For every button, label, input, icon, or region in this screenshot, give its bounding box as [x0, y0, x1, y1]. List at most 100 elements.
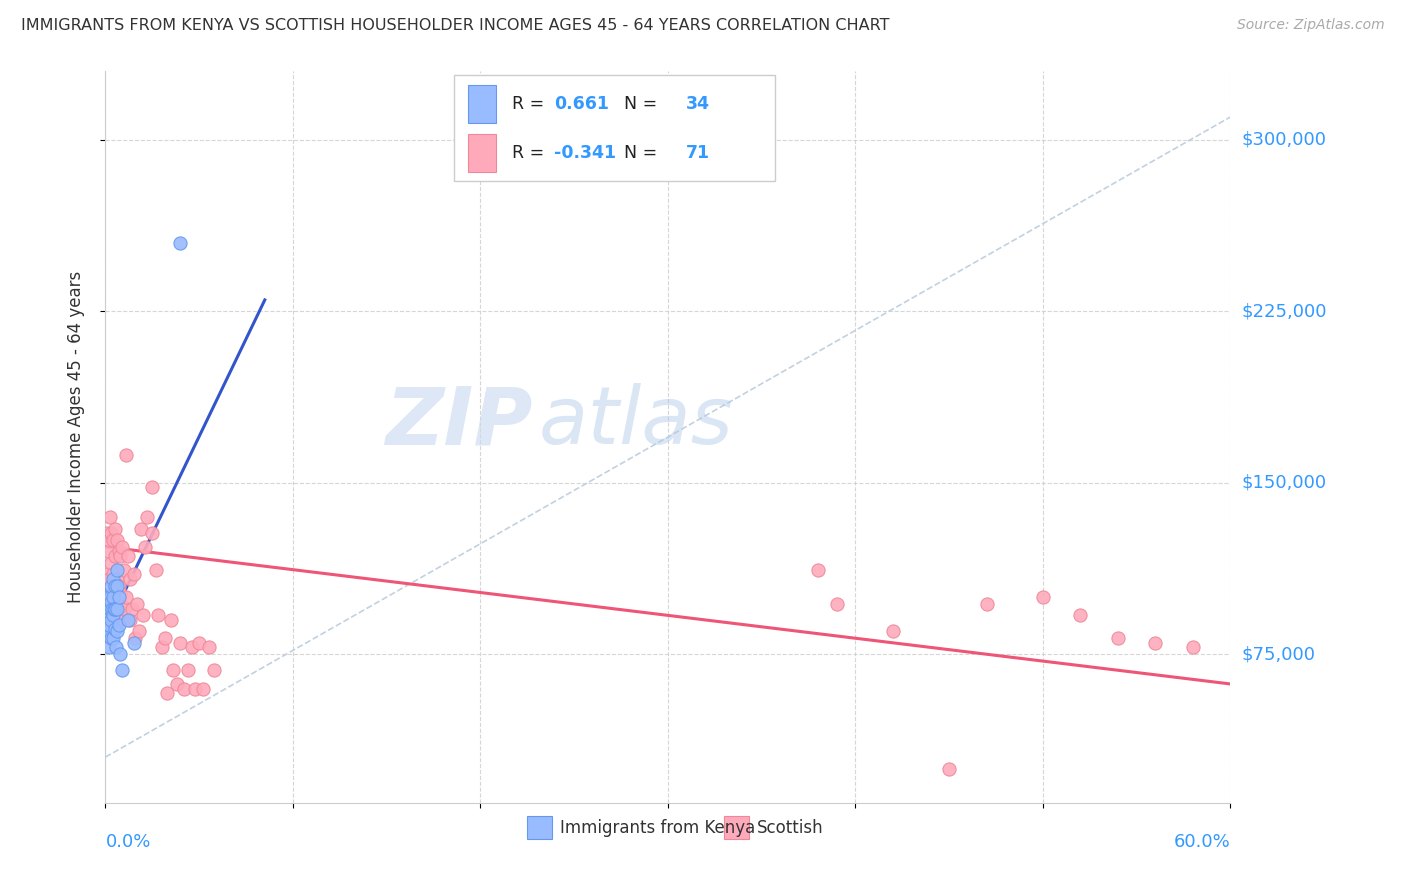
Point — [96, 613, 118, 627]
Text: $75,000: $75,000 — [1241, 645, 1316, 664]
Point — [115, 448, 138, 462]
Text: Source: ZipAtlas.com: Source: ZipAtlas.com — [1237, 18, 1385, 32]
Point — [202, 663, 225, 677]
Point — [111, 663, 134, 677]
Bar — [724, 816, 749, 839]
Point — [100, 556, 122, 570]
Point — [127, 597, 149, 611]
Point — [101, 572, 124, 586]
Point — [160, 613, 183, 627]
Point — [98, 533, 121, 547]
Point — [96, 526, 118, 541]
Point — [105, 563, 128, 577]
Text: $225,000: $225,000 — [1241, 302, 1327, 320]
Point — [141, 480, 163, 494]
Point — [103, 601, 125, 615]
Point — [162, 663, 184, 677]
FancyBboxPatch shape — [454, 75, 775, 181]
Point — [107, 590, 129, 604]
Point — [1181, 640, 1204, 655]
Point — [104, 579, 127, 593]
Point — [155, 632, 177, 646]
Point — [104, 521, 127, 535]
Text: R =: R = — [512, 95, 550, 113]
Text: IMMIGRANTS FROM KENYA VS SCOTTISH HOUSEHOLDER INCOME AGES 45 - 64 YEARS CORRELAT: IMMIGRANTS FROM KENYA VS SCOTTISH HOUSEH… — [21, 18, 890, 33]
Point — [128, 624, 150, 639]
Text: atlas: atlas — [538, 384, 734, 461]
Point — [105, 608, 128, 623]
Point — [825, 597, 848, 611]
Text: R =: R = — [512, 145, 550, 162]
Point — [121, 601, 143, 615]
Point — [1069, 608, 1091, 623]
Point — [976, 597, 998, 611]
Text: Immigrants from Kenya: Immigrants from Kenya — [560, 820, 755, 838]
Point — [98, 608, 121, 623]
Point — [98, 572, 121, 586]
Point — [191, 681, 214, 696]
Point — [100, 579, 122, 593]
Text: $300,000: $300,000 — [1241, 131, 1326, 149]
Point — [118, 613, 141, 627]
Text: $150,000: $150,000 — [1241, 474, 1326, 491]
Point — [132, 608, 155, 623]
Point — [100, 632, 122, 646]
Point — [122, 636, 145, 650]
Point — [97, 601, 120, 615]
Point — [112, 601, 135, 615]
Point — [98, 510, 121, 524]
Point — [100, 526, 122, 541]
Point — [111, 599, 134, 614]
Point — [124, 632, 146, 646]
Text: 34: 34 — [686, 95, 710, 113]
Point — [180, 640, 202, 655]
Point — [100, 594, 122, 608]
Point — [101, 601, 124, 615]
Point — [104, 601, 127, 615]
Point — [108, 647, 131, 661]
Point — [197, 640, 219, 655]
Point — [141, 526, 163, 541]
Point — [96, 590, 118, 604]
Point — [105, 533, 128, 547]
Point — [101, 567, 124, 582]
Point — [100, 613, 122, 627]
Point — [107, 544, 129, 558]
Point — [882, 624, 904, 639]
Point — [111, 540, 134, 554]
Point — [184, 681, 207, 696]
Point — [105, 572, 128, 586]
Point — [156, 686, 179, 700]
Text: 0.661: 0.661 — [554, 95, 609, 113]
Point — [169, 636, 191, 650]
Point — [107, 617, 129, 632]
Point — [101, 608, 124, 623]
Point — [118, 572, 141, 586]
Point — [105, 579, 128, 593]
Point — [98, 640, 121, 655]
Point — [110, 585, 132, 599]
Point — [1032, 590, 1054, 604]
Point — [173, 681, 195, 696]
Point — [117, 613, 139, 627]
Y-axis label: Householder Income Ages 45 - 64 years: Householder Income Ages 45 - 64 years — [66, 271, 84, 603]
Point — [101, 601, 124, 615]
Point — [101, 533, 124, 547]
Point — [135, 510, 157, 524]
Point — [107, 613, 129, 627]
Point — [938, 762, 960, 776]
Text: -0.341: -0.341 — [554, 145, 616, 162]
Text: 71: 71 — [686, 145, 710, 162]
Point — [145, 563, 167, 577]
Bar — [468, 85, 496, 122]
Point — [100, 585, 122, 599]
Text: N =: N = — [624, 145, 662, 162]
Point — [134, 540, 156, 554]
Point — [97, 544, 120, 558]
Point — [104, 640, 127, 655]
Point — [98, 590, 121, 604]
Point — [122, 567, 145, 582]
Point — [107, 579, 129, 593]
Point — [188, 636, 211, 650]
Point — [150, 640, 173, 655]
